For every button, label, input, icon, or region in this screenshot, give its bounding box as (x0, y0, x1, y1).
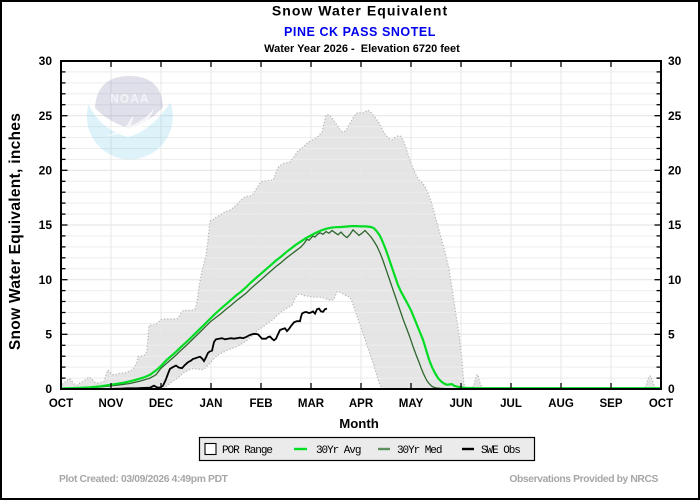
svg-text:Month: Month (339, 416, 379, 431)
svg-text:10: 10 (668, 273, 682, 287)
svg-text:30: 30 (668, 54, 682, 68)
svg-text:Water Year 2026 - Elevation 6: Water Year 2026 - Elevation 6720 feet (264, 43, 460, 55)
svg-text:MAR: MAR (298, 398, 325, 410)
svg-text:NOV: NOV (99, 398, 124, 410)
svg-text:APR: APR (349, 398, 374, 410)
svg-text:JUL: JUL (500, 398, 522, 410)
svg-text:Observations Provided by NRCS: Observations Provided by NRCS (509, 474, 658, 485)
svg-text:15: 15 (39, 218, 53, 232)
svg-text:5: 5 (45, 328, 52, 342)
svg-text:20: 20 (39, 164, 53, 178)
svg-text:30Yr Med: 30Yr Med (397, 445, 442, 457)
svg-text:10: 10 (39, 273, 53, 287)
svg-text:PINE CK PASS SNOTEL: PINE CK PASS SNOTEL (284, 25, 436, 39)
svg-text:SEP: SEP (599, 398, 622, 410)
svg-text:0: 0 (45, 382, 52, 396)
svg-text:FEB: FEB (250, 398, 273, 410)
svg-text:15: 15 (668, 218, 682, 232)
svg-text:MAY: MAY (399, 398, 424, 410)
svg-text:NOAA: NOAA (110, 94, 149, 106)
svg-text:Plot Created: 03/09/2026 4:49p: Plot Created: 03/09/2026 4:49pm PDT (59, 474, 229, 485)
svg-text:20: 20 (668, 164, 682, 178)
svg-text:JAN: JAN (199, 398, 222, 410)
svg-text:SWE Obs: SWE Obs (481, 445, 520, 457)
svg-text:30Yr Avg: 30Yr Avg (316, 445, 361, 457)
svg-text:OCT: OCT (49, 398, 73, 410)
svg-text:0: 0 (668, 382, 675, 396)
svg-text:DEC: DEC (149, 398, 173, 410)
svg-text:Snow Water Equivalent: Snow Water Equivalent (272, 3, 448, 19)
svg-text:JUN: JUN (449, 398, 472, 410)
svg-text:OCT: OCT (649, 398, 673, 410)
svg-text:25: 25 (39, 109, 53, 123)
svg-text:30: 30 (39, 54, 53, 68)
svg-text:25: 25 (668, 109, 682, 123)
svg-text:5: 5 (668, 328, 675, 342)
svg-text:POR Range: POR Range (222, 445, 272, 457)
svg-text:AUG: AUG (548, 398, 574, 410)
svg-text:Snow Water Equivalent, inches: Snow Water Equivalent, inches (7, 113, 24, 350)
